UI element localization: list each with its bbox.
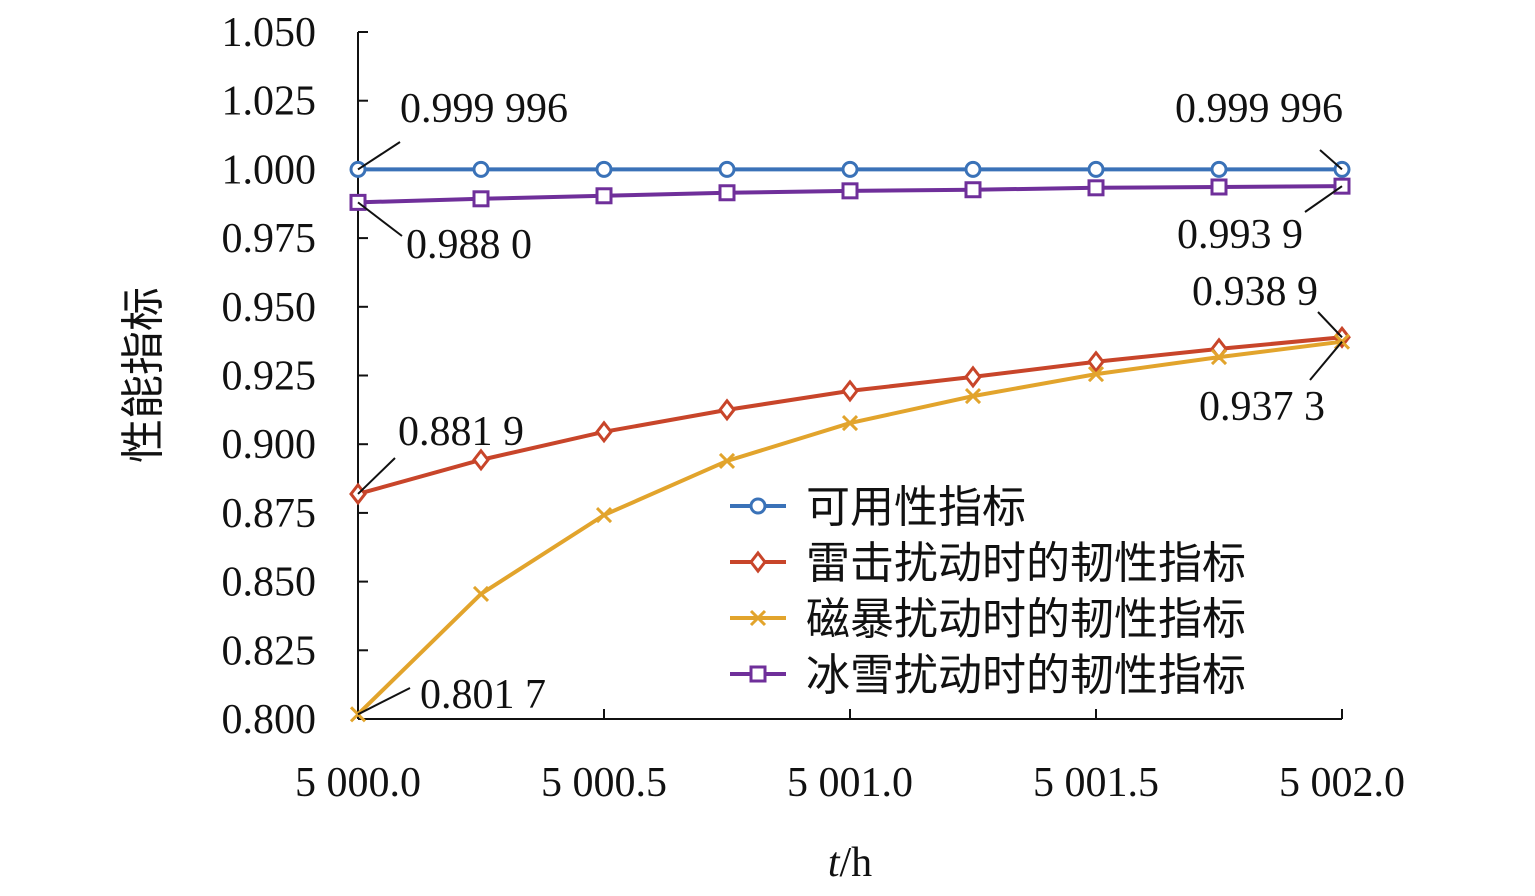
data-point-circle — [472, 160, 490, 178]
data-point-square — [595, 187, 613, 205]
annotations: 0.999 996 0.999 996 0.988 0 0.993 9 0.938 9 0… — [357, 86, 1343, 718]
data-point-diamond — [1087, 350, 1105, 374]
series-square — [349, 177, 1351, 211]
data-point-square — [749, 665, 767, 683]
x-axis-label: t/h — [828, 840, 872, 886]
data-point-diamond — [964, 365, 982, 389]
y-tick-label: 0.950 — [222, 285, 317, 331]
y-tick-label: 1.025 — [222, 79, 317, 125]
legend-label: 可用性指标 — [806, 482, 1026, 533]
legend-item: 雷击扰动时的韧性指标 — [730, 538, 1246, 589]
annotation-label: 0.937 3 — [1199, 384, 1325, 430]
data-point-circle — [718, 160, 736, 178]
annotation-label: 0.993 9 — [1177, 212, 1303, 258]
data-point-square — [841, 182, 859, 200]
y-tick-label: 0.925 — [222, 354, 317, 400]
data-point-x — [964, 388, 982, 405]
data-point-circle — [595, 160, 613, 178]
legend-item: 可用性指标 — [730, 482, 1026, 533]
data-point-x — [841, 414, 859, 432]
y-tick-label: 0.875 — [222, 491, 317, 537]
annotation-leader — [357, 687, 411, 716]
y-tick-label: 0.825 — [222, 628, 317, 674]
annotation-leader — [357, 457, 396, 495]
annotation-label: 0.999 996 — [400, 86, 568, 132]
legend-item: 冰雪扰动时的韧性指标 — [730, 650, 1246, 701]
annotation-label: 0.881 9 — [398, 409, 524, 455]
data-point-diamond — [749, 550, 767, 574]
annotation-label: 0.938 9 — [1192, 269, 1318, 315]
y-tick-label: 0.800 — [222, 697, 317, 743]
legend-label: 冰雪扰动时的韧性指标 — [806, 650, 1246, 701]
data-point-circle — [841, 160, 859, 178]
data-point-square — [1210, 178, 1228, 196]
y-axis-label: 性能指标 — [118, 287, 169, 463]
series-group — [349, 160, 1351, 723]
legend-item: 磁暴扰动时的韧性指标 — [730, 594, 1246, 645]
x-tick-label: 5 002.0 — [1279, 760, 1405, 806]
annotation-label: 0.988 0 — [406, 222, 532, 268]
annotation-leader — [1304, 185, 1343, 213]
data-point-diamond — [718, 398, 736, 422]
data-point-circle — [749, 497, 767, 515]
data-point-square — [718, 184, 736, 202]
x-axis-label-unit: /h — [840, 840, 873, 886]
x-tick-label: 5 001.0 — [787, 760, 913, 806]
data-point-x — [749, 609, 767, 627]
legend-label: 磁暴扰动时的韧性指标 — [806, 594, 1246, 645]
data-point-x — [1210, 349, 1228, 366]
annotation-label: 0.999 996 — [1175, 86, 1343, 132]
annotation-label: 0.801 7 — [420, 672, 546, 718]
annotation-leader — [357, 141, 401, 171]
data-point-x — [1087, 366, 1105, 383]
x-tick-label: 5 000.0 — [295, 760, 421, 806]
x-tick-label: 5 001.5 — [1033, 760, 1159, 806]
annotation-leader — [1317, 311, 1343, 338]
y-tick-label: 0.900 — [222, 422, 317, 468]
data-point-circle — [964, 160, 982, 178]
data-point-diamond — [472, 448, 490, 472]
y-tick-label: 0.975 — [222, 216, 317, 262]
data-point-square — [472, 190, 490, 208]
data-point-square — [1087, 179, 1105, 197]
x-axis-label-var: t — [828, 840, 841, 886]
axes: 0.800 0.825 0.850 0.875 0.900 0.925 0.950 0.975… — [222, 10, 1406, 806]
series-diamond — [349, 325, 1351, 506]
data-point-x — [718, 452, 736, 470]
y-tick-label: 0.850 — [222, 560, 317, 606]
series-circle — [349, 160, 1351, 178]
series-x — [349, 333, 1351, 723]
data-point-diamond — [841, 379, 859, 403]
data-point-x — [595, 507, 613, 524]
y-tick-label: 1.000 — [222, 147, 317, 193]
legend-label: 雷击扰动时的韧性指标 — [806, 538, 1246, 589]
data-point-circle — [1210, 160, 1228, 178]
x-tick-label: 5 000.5 — [541, 760, 667, 806]
annotation-leader — [1319, 149, 1343, 171]
data-point-x — [472, 585, 490, 603]
data-point-square — [964, 181, 982, 199]
annotation-leader — [1309, 341, 1343, 381]
y-tick-label: 1.050 — [222, 10, 317, 56]
data-point-diamond — [595, 420, 613, 444]
annotation-leader — [357, 201, 403, 237]
data-point-circle — [1087, 160, 1105, 178]
